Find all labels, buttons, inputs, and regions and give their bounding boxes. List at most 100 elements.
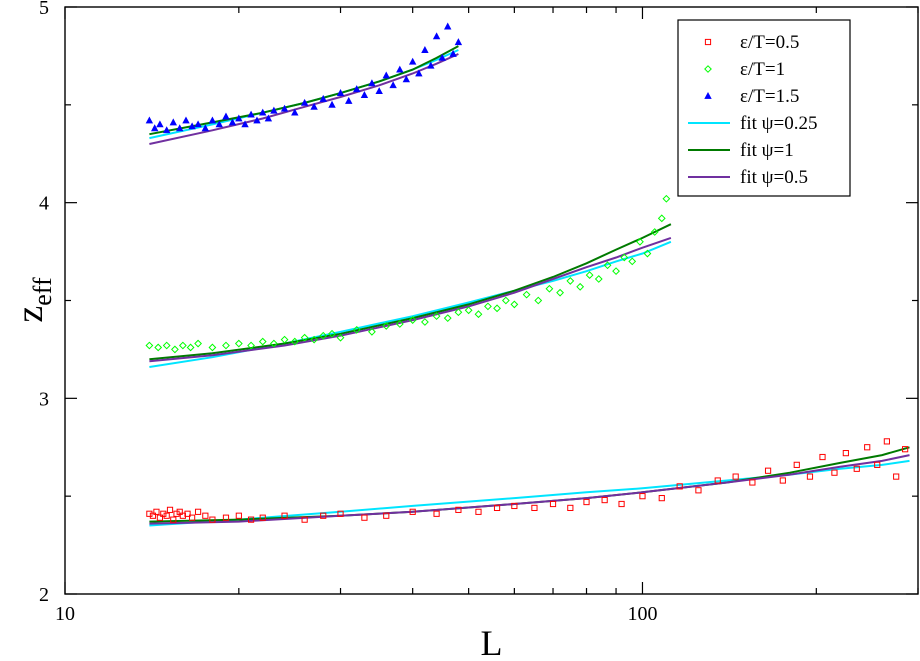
data-point-square bbox=[320, 512, 327, 519]
data-point-square bbox=[779, 477, 786, 484]
data-point-diamond bbox=[162, 341, 171, 350]
data-point-square bbox=[160, 510, 167, 517]
data-point-square bbox=[806, 473, 814, 480]
data-point-diamond bbox=[464, 306, 473, 315]
data-point-diamond bbox=[443, 314, 452, 323]
data-point-triangle bbox=[408, 57, 417, 65]
data-point-triangle bbox=[182, 116, 190, 124]
legend-box bbox=[677, 19, 851, 197]
data-point-diamond bbox=[534, 296, 543, 305]
data-point-triangle bbox=[176, 124, 184, 132]
data-point-diamond bbox=[319, 331, 328, 340]
data-point-square bbox=[902, 446, 909, 453]
data-point-triangle bbox=[201, 124, 210, 132]
data-point-diamond bbox=[576, 282, 585, 291]
data-point-square bbox=[235, 512, 242, 519]
fit-line-3-1 bbox=[149, 53, 459, 145]
data-point-triangle bbox=[280, 104, 289, 112]
data-point-diamond bbox=[484, 302, 492, 311]
fit-line-1-3 bbox=[149, 459, 910, 527]
data-point-triangle bbox=[353, 85, 361, 93]
data-point-square bbox=[874, 461, 881, 468]
data-point-square bbox=[149, 512, 157, 519]
data-point-triangle bbox=[328, 100, 336, 108]
data-point-square bbox=[883, 438, 890, 445]
data-point-diamond bbox=[290, 337, 299, 346]
data-point-diamond bbox=[545, 284, 554, 293]
data-point-triangle bbox=[151, 124, 159, 132]
data-point-square bbox=[475, 508, 482, 515]
data-point-triangle bbox=[449, 49, 457, 57]
data-point-diamond bbox=[620, 253, 629, 262]
data-point-diamond bbox=[662, 194, 671, 203]
data-point-triangle bbox=[382, 71, 390, 79]
data-point-triangle bbox=[454, 38, 463, 46]
data-point-square bbox=[455, 506, 462, 513]
data-point-square bbox=[819, 453, 826, 461]
data-point-square bbox=[184, 510, 191, 517]
data-point-triangle bbox=[421, 46, 429, 53]
data-point-diamond bbox=[234, 339, 243, 348]
data-point-square bbox=[583, 498, 590, 506]
data-point-square bbox=[764, 467, 772, 474]
legend-label: ε/T=1.5 bbox=[740, 86, 799, 107]
data-point-triangle bbox=[300, 98, 309, 106]
data-point-diamond bbox=[269, 339, 278, 348]
y-tick-label: 4 bbox=[39, 193, 49, 215]
x-tick-label: 100 bbox=[627, 603, 657, 625]
data-point-diamond bbox=[432, 312, 441, 321]
data-point-diamond bbox=[522, 290, 531, 299]
data-point-diamond bbox=[154, 343, 163, 352]
data-point-diamond bbox=[382, 322, 391, 330]
legend-label: fit ψ=0.5 bbox=[740, 167, 808, 188]
data-point-triangle bbox=[145, 116, 154, 124]
data-point-diamond bbox=[650, 228, 659, 236]
x-tick-label: 10 bbox=[55, 603, 75, 625]
data-point-diamond bbox=[556, 288, 564, 297]
data-point-square bbox=[864, 444, 871, 451]
data-point-square bbox=[658, 495, 665, 502]
data-point-diamond bbox=[657, 214, 666, 223]
data-point-square bbox=[842, 450, 849, 457]
data-point-triangle bbox=[253, 116, 261, 124]
data-point-square bbox=[281, 512, 288, 519]
fit-line-2-3 bbox=[149, 446, 910, 523]
data-point-diamond bbox=[566, 277, 575, 285]
data-point-triangle bbox=[389, 81, 397, 89]
data-point-square bbox=[732, 473, 739, 480]
data-point-diamond bbox=[208, 343, 217, 352]
data-point-triangle bbox=[215, 120, 223, 128]
data-point-triangle bbox=[368, 79, 376, 87]
data-point-square bbox=[259, 514, 266, 521]
data-point-triangle bbox=[247, 110, 255, 118]
data-point-triangle bbox=[375, 87, 383, 95]
data-point-square bbox=[793, 461, 800, 468]
data-point-diamond bbox=[395, 320, 404, 328]
data-point-triangle bbox=[264, 114, 273, 122]
data-point-diamond bbox=[280, 335, 289, 344]
data-point-square bbox=[493, 504, 501, 512]
data-point-square bbox=[170, 516, 177, 523]
data-point-square bbox=[893, 473, 900, 480]
data-point-triangle bbox=[259, 108, 267, 116]
data-point-diamond bbox=[300, 333, 309, 342]
data-point-square bbox=[361, 514, 368, 521]
data-point-triangle bbox=[162, 126, 171, 134]
data-point-triangle bbox=[415, 69, 423, 77]
data-point-diamond bbox=[178, 341, 187, 350]
data-point-square bbox=[194, 508, 202, 515]
data-point-square bbox=[301, 516, 308, 523]
y-tick-label: 3 bbox=[39, 388, 49, 410]
data-point-triangle bbox=[444, 22, 452, 30]
data-point-triangle bbox=[345, 96, 353, 104]
legend-label: ε/T=1 bbox=[740, 59, 785, 80]
data-point-diamond bbox=[594, 275, 603, 283]
data-point-square bbox=[383, 512, 390, 519]
legend-label: fit ψ=1 bbox=[740, 140, 794, 161]
data-point-square bbox=[146, 510, 153, 517]
data-point-square bbox=[156, 514, 164, 521]
data-point-diamond bbox=[474, 310, 483, 319]
data-point-triangle bbox=[188, 122, 196, 130]
